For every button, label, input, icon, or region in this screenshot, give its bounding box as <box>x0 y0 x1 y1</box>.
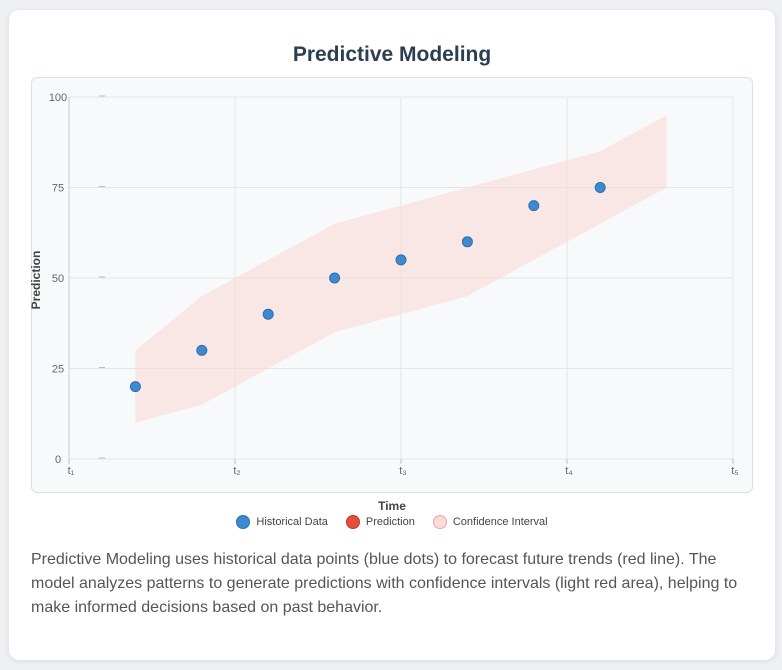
chart-title: Predictive Modeling <box>292 43 492 66</box>
x-tick-label: t₄ <box>565 465 573 477</box>
legend-swatch-historical <box>236 515 251 529</box>
y-tick-label: 100 <box>49 92 67 104</box>
historical-data-point <box>395 254 407 266</box>
x-tick-label: t₃ <box>399 465 407 477</box>
chart-svg: 0 25 50 75 100 t₁ t₂ t₃ t₄ t₅ Prediction <box>29 92 739 477</box>
y-tick-label: 25 <box>52 364 64 376</box>
y-tick-label: 0 <box>55 454 61 466</box>
legend-item-prediction: Prediction <box>345 515 415 529</box>
legend-swatch-confidence <box>432 515 447 529</box>
chart-legend: Historical Data Prediction Confidence In… <box>9 515 775 529</box>
chart-card: Predictive Modeling 0 25 50 75 100 t₁ t₂ t₃ t₄ t₅… <box>9 10 775 660</box>
description-text: Predictive Modeling uses historical data… <box>31 551 738 616</box>
confidence-interval-band <box>135 115 667 423</box>
historical-data-point <box>262 308 274 320</box>
historical-data-point <box>196 344 208 356</box>
legend-item-historical: Historical Data <box>236 515 328 529</box>
y-tick-label: 50 <box>52 273 64 285</box>
legend-swatch-prediction <box>345 515 360 529</box>
historical-data-point <box>594 182 606 193</box>
legend-label-historical: Historical Data <box>256 516 328 528</box>
historical-data-point <box>461 236 473 248</box>
legend-item-confidence: Confidence Interval <box>432 515 548 529</box>
legend-label-prediction: Prediction <box>365 516 415 528</box>
historical-data-point <box>329 272 341 284</box>
historical-data-point <box>528 200 540 212</box>
y-tick-label: 75 <box>52 183 64 195</box>
x-tick-label: t₂ <box>233 465 240 477</box>
x-axis-label: Time <box>378 499 406 513</box>
legend-label-confidence: Confidence Interval <box>452 516 548 528</box>
x-tick-label: t₁ <box>68 465 75 477</box>
y-axis-label: Prediction <box>29 251 43 310</box>
x-tick-label: t₅ <box>731 465 739 477</box>
historical-data-point <box>129 381 141 393</box>
